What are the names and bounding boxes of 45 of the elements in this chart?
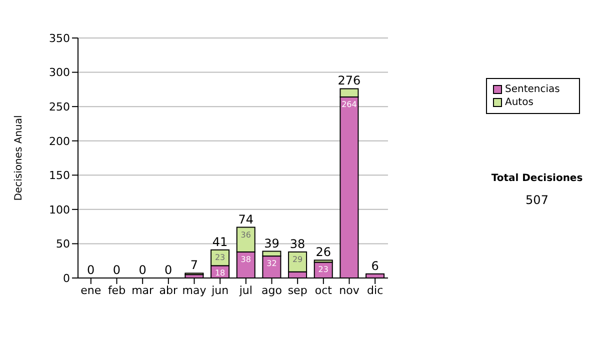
data-label: 36 (240, 230, 251, 240)
total-label: 0 (87, 263, 95, 277)
x-tick-label: abr (159, 284, 178, 297)
x-tick-label: may (182, 284, 207, 297)
y-tick-label: 0 (63, 272, 70, 285)
data-label: 23 (214, 252, 226, 262)
x-tick-label: jul (238, 284, 252, 297)
y-axis-title: Decisiones Anual (14, 115, 25, 201)
x-tick-label: dic (367, 284, 384, 297)
data-label: 32 (266, 259, 277, 268)
y-tick-label: 100 (49, 203, 70, 216)
total-label: 41 (212, 234, 228, 249)
y-tick-label: 300 (49, 66, 70, 80)
data-label: 264 (342, 100, 357, 109)
x-tick-label: jun (210, 284, 229, 297)
total-label: 74 (238, 212, 254, 226)
data-label: 23 (318, 265, 328, 274)
x-tick-label: oct (314, 284, 333, 297)
x-tick-label: nov (339, 284, 360, 297)
legend-label: Sentencias (504, 83, 561, 96)
y-tick-label: 50 (56, 238, 70, 251)
total-label: 0 (138, 263, 146, 277)
y-tick-label: 350 (49, 32, 70, 45)
total-label: 0 (112, 263, 121, 277)
y-tick-label: 200 (49, 134, 70, 148)
x-tick-label: mar (132, 284, 154, 297)
total-label: 26 (316, 245, 332, 260)
y-tick-label: 250 (49, 100, 70, 114)
x-tick-label: sep (288, 284, 308, 297)
total-label: 6 (371, 258, 379, 273)
data-label: 29 (292, 254, 303, 264)
text: Total Decisiones (490, 173, 584, 184)
total-label: 39 (264, 236, 280, 250)
total-label: 0 (164, 263, 172, 277)
total-label: 276 (338, 74, 361, 88)
legend-label: Autos (504, 96, 534, 109)
total-label: 7 (190, 258, 198, 272)
data-label: 38 (240, 254, 251, 264)
y-tick-label: 150 (49, 169, 70, 182)
text: 507 (524, 193, 550, 207)
total-label: 38 (290, 236, 306, 251)
x-tick-label: ago (262, 284, 282, 297)
x-tick-label: ene (80, 284, 102, 297)
data-label: 18 (214, 268, 226, 278)
x-tick-label: feb (108, 284, 126, 297)
